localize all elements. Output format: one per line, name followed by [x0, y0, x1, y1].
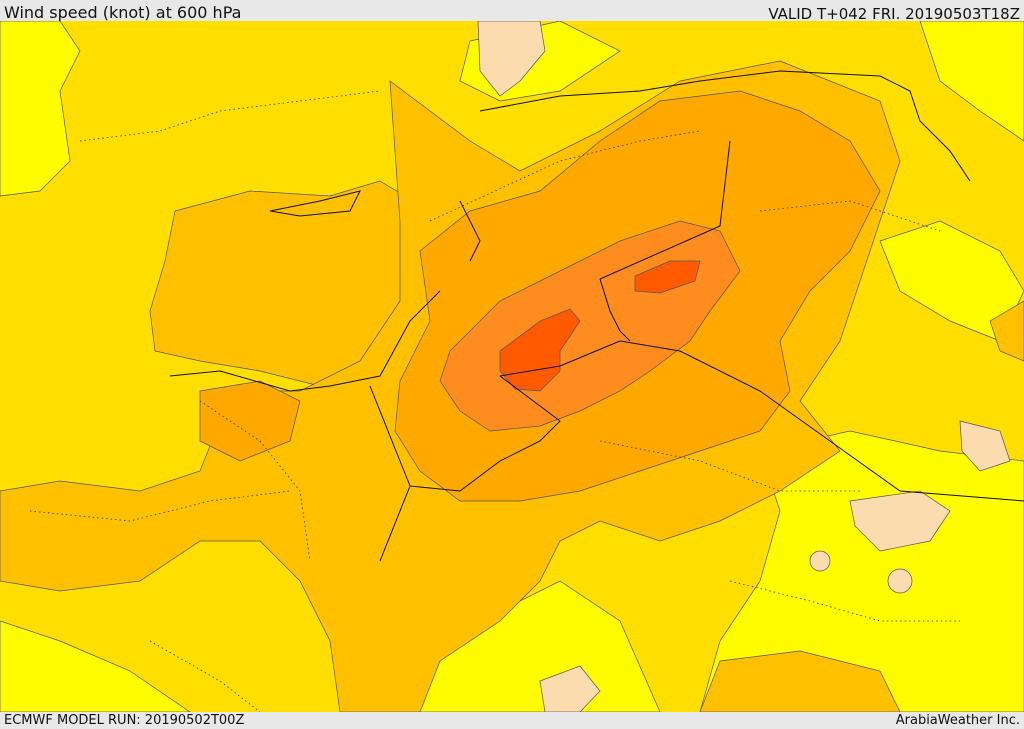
country-borders: [169, 70, 1024, 562]
band-yellow: [0, 21, 1024, 712]
band-orange-dark: [499, 260, 701, 392]
model-run-label: ECMWF MODEL RUN: 20190502T00Z: [4, 713, 245, 728]
band-lightest: [477, 21, 1011, 712]
valid-time: VALID T+042 FRI. 20190503T18Z: [768, 5, 1020, 23]
wind-speed-map[interactable]: [0, 21, 1024, 712]
province-borders: [29, 90, 960, 712]
credit-label: ArabiaWeather Inc.: [895, 713, 1020, 728]
title-left: Wind speed (knot) at 600 hPa: [4, 3, 242, 22]
